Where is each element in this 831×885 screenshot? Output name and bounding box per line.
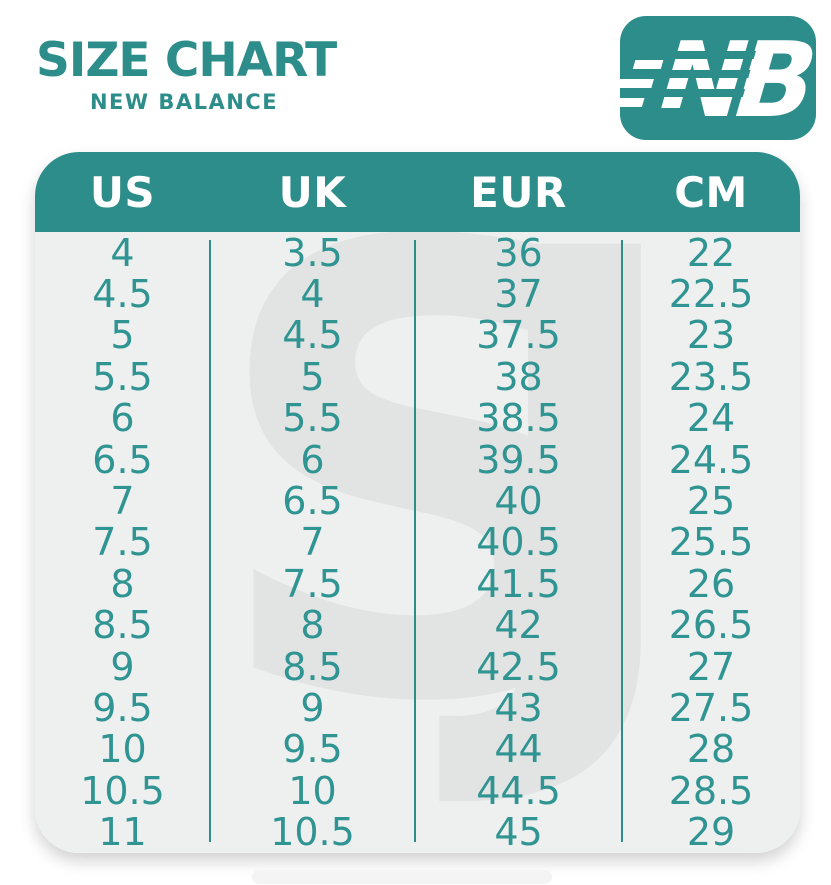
column-header-uk: UK — [278, 167, 347, 217]
size-cell-eur-row5: 38.5 — [476, 396, 561, 441]
size-cell-uk-row3: 4.5 — [282, 313, 343, 358]
size-cell-us-row6: 6.5 — [92, 437, 153, 482]
size-cell-eur-row14: 44.5 — [476, 768, 561, 813]
table-body-grid: 4 3.5 36 22 4.5 4 37 22.5 5 4.5 37.5 23 5.5 5 38 23.5 6 5… — [35, 232, 800, 853]
size-cell-us-row9: 8 — [110, 561, 135, 606]
size-cell-cm-row13: 28 — [686, 727, 736, 772]
new-balance-logo: NB — [620, 16, 816, 140]
size-cell-cm-row1: 22 — [686, 232, 736, 275]
size-cell-uk-row10: 8 — [300, 603, 325, 648]
size-cell-us-row5: 6 — [110, 396, 135, 441]
size-cell-cm-row6: 24.5 — [668, 437, 754, 482]
column-header-eur: EUR — [470, 167, 567, 217]
column-divider-1 — [209, 240, 211, 842]
table-body: S J 4 3.5 36 22 4.5 4 37 22.5 5 4.5 37.5 23 5.5 5 38 23… — [35, 232, 800, 853]
size-cell-eur-row9: 41.5 — [476, 561, 561, 606]
size-cell-uk-row9: 7.5 — [282, 561, 343, 606]
size-table: US UK EUR CM S J 4 3.5 36 22 4.5 4 37 22.5 5 4.5 37.5… — [35, 152, 800, 853]
size-cell-us-row11: 9 — [110, 644, 135, 689]
title-block: SIZE CHART NEW BALANCE — [36, 33, 337, 115]
size-cell-cm-row14: 28.5 — [668, 768, 754, 813]
size-cell-us-row15: 11 — [98, 810, 147, 853]
size-cell-uk-row13: 9.5 — [282, 727, 343, 772]
size-cell-eur-row4: 38 — [494, 354, 543, 399]
column-divider-2 — [414, 240, 416, 842]
size-cell-uk-row11: 8.5 — [282, 644, 343, 689]
size-cell-cm-row5: 24 — [686, 396, 736, 441]
size-cell-cm-row11: 27 — [686, 644, 736, 689]
size-cell-uk-row1: 3.5 — [282, 232, 343, 275]
size-cell-us-row13: 10 — [98, 727, 147, 772]
size-cell-eur-row7: 40 — [494, 479, 543, 524]
size-cell-cm-row15: 29 — [686, 810, 736, 853]
size-cell-us-row12: 9.5 — [92, 685, 153, 730]
size-cell-cm-row8: 25.5 — [668, 520, 754, 565]
size-cell-cm-row10: 26.5 — [668, 603, 754, 648]
size-cell-eur-row2: 37 — [494, 272, 543, 317]
size-cell-eur-row11: 42.5 — [476, 644, 561, 689]
size-cell-us-row4: 5.5 — [92, 354, 153, 399]
page-title: SIZE CHART — [36, 33, 337, 88]
size-cell-uk-row14: 10 — [288, 768, 337, 813]
size-cell-eur-row6: 39.5 — [476, 437, 561, 482]
size-cell-uk-row8: 7 — [300, 520, 325, 565]
size-cell-cm-row12: 27.5 — [668, 685, 754, 730]
new-balance-nb-icon: NB — [620, 21, 816, 140]
size-cell-us-row7: 7 — [110, 479, 135, 524]
size-cell-eur-row10: 42 — [494, 603, 543, 648]
column-divider-3 — [621, 240, 623, 842]
logo-letters: NB — [642, 21, 816, 140]
size-cell-uk-row6: 6 — [300, 437, 325, 482]
size-cell-uk-row4: 5 — [300, 354, 325, 399]
size-cell-uk-row12: 9 — [300, 685, 325, 730]
watermark-glyph-s: S — [205, 232, 652, 838]
size-cell-us-row8: 7.5 — [92, 520, 153, 565]
size-cell-us-row10: 8.5 — [92, 603, 153, 648]
size-cell-eur-row12: 43 — [494, 685, 543, 730]
bottom-faint-strip — [252, 870, 552, 884]
size-cell-eur-row3: 37.5 — [476, 313, 561, 358]
size-cell-us-row14: 10.5 — [80, 768, 165, 813]
size-cell-cm-row7: 25 — [686, 479, 736, 524]
page-subtitle: NEW BALANCE — [89, 90, 279, 115]
size-cell-cm-row4: 23.5 — [668, 354, 754, 399]
size-cell-eur-row13: 44 — [494, 727, 543, 772]
size-cell-eur-row8: 40.5 — [476, 520, 561, 565]
table-header-row: US UK EUR CM — [35, 152, 800, 232]
size-cell-us-row1: 4 — [110, 232, 135, 275]
size-cell-eur-row15: 45 — [494, 810, 543, 853]
column-header-cm: CM — [674, 167, 748, 217]
size-cell-uk-row2: 4 — [300, 272, 325, 317]
size-cell-cm-row9: 26 — [686, 561, 736, 606]
size-cell-uk-row7: 6.5 — [282, 479, 343, 524]
size-cell-us-row3: 5 — [110, 313, 135, 358]
size-cell-uk-row5: 5.5 — [282, 396, 343, 441]
size-cell-cm-row2: 22.5 — [668, 272, 754, 317]
size-cell-eur-row1: 36 — [494, 232, 543, 275]
size-cell-us-row2: 4.5 — [92, 272, 153, 317]
size-cell-uk-row15: 10.5 — [270, 810, 355, 853]
watermark-glyph-j: J — [473, 232, 697, 823]
column-header-us: US — [89, 167, 156, 217]
size-cell-cm-row3: 23 — [686, 313, 736, 358]
